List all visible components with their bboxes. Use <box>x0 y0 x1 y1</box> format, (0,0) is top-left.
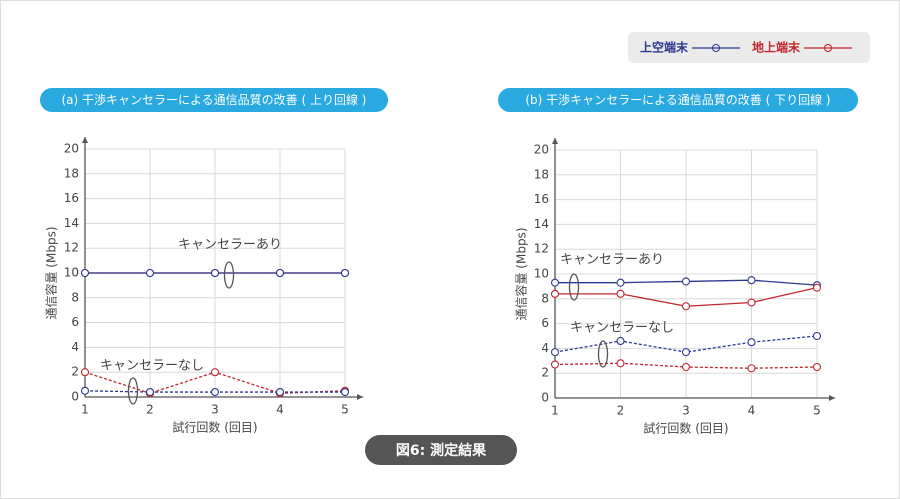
series-marker <box>210 268 220 278</box>
series-marker <box>275 387 285 397</box>
title-pill <box>40 88 388 112</box>
y-tick-label: 16 <box>64 191 79 205</box>
x-axis-label: 試行回数 (回目) <box>643 421 728 436</box>
y-tick-label: 12 <box>534 242 549 256</box>
y-axis-arrow <box>82 137 88 143</box>
y-tick-label: 10 <box>64 266 79 280</box>
series-marker <box>681 302 691 311</box>
y-tick-label: 6 <box>541 316 549 330</box>
y-tick-label: 4 <box>71 340 79 354</box>
series-marker <box>812 362 822 372</box>
series-marker <box>812 331 822 341</box>
y-tick-label: 18 <box>534 167 549 181</box>
series-marker <box>80 268 90 278</box>
series-marker <box>550 360 560 369</box>
y-tick-label: 18 <box>64 166 79 180</box>
title-pill <box>498 88 858 112</box>
annotation: キャンセラーなし <box>100 359 204 374</box>
y-tick-label: 20 <box>64 142 79 156</box>
y-tick-label: 6 <box>71 315 79 329</box>
series-marker <box>747 298 756 307</box>
series-marker <box>550 289 560 298</box>
y-tick-label: 20 <box>534 143 549 157</box>
series-marker <box>145 268 155 278</box>
series-marker <box>550 278 560 287</box>
series-marker <box>80 386 90 395</box>
x-tick-label: 3 <box>211 403 219 417</box>
y-tick-label: 14 <box>534 217 549 231</box>
series-marker <box>681 362 691 372</box>
series-marker <box>210 387 220 397</box>
series-marker <box>747 338 756 347</box>
series-marker <box>681 277 691 286</box>
annotation: キャンセラーあり <box>178 238 282 253</box>
y-tick-label: 8 <box>541 291 549 305</box>
x-tick-label: 5 <box>341 403 349 417</box>
series-marker <box>616 278 625 287</box>
x-axis-label: 試行回数 (回目) <box>172 420 257 435</box>
series-marker <box>145 387 155 397</box>
series-marker <box>747 276 756 285</box>
annotation-ellipse <box>568 273 580 301</box>
x-tick-label: 4 <box>748 404 756 418</box>
y-tick-label: 4 <box>541 341 549 355</box>
y-axis-arrow <box>552 138 558 144</box>
y-axis-label: 通信容量 (Mbps) <box>514 227 529 320</box>
chart-title: (a) 干渉キャンセラーによる通信品質の改善 ( 上り回線 ) <box>62 92 367 107</box>
caption-pill <box>365 435 517 465</box>
series-marker <box>747 364 756 373</box>
y-tick-label: 2 <box>71 365 79 379</box>
series-marker <box>275 268 285 278</box>
y-tick-label: 12 <box>64 241 79 255</box>
legend-marker <box>824 44 832 52</box>
legend-label: 地上端末 <box>752 40 801 55</box>
series-marker <box>340 387 350 397</box>
series-marker <box>550 348 560 357</box>
annotation: キャンセラーあり <box>560 253 664 268</box>
legend-marker <box>712 44 720 52</box>
y-tick-label: 8 <box>71 290 79 304</box>
annotation-ellipse <box>127 377 139 405</box>
series-marker <box>616 289 625 298</box>
x-tick-label: 1 <box>81 403 89 417</box>
x-tick-label: 1 <box>551 404 559 418</box>
annotation-ellipse <box>223 261 235 289</box>
series-marker <box>812 283 822 292</box>
y-tick-label: 10 <box>534 267 549 281</box>
y-tick-label: 0 <box>541 391 549 405</box>
caption: 図6: 測定結果 <box>396 442 487 459</box>
series-marker <box>80 368 90 377</box>
x-tick-label: 4 <box>276 403 284 417</box>
series-marker <box>681 348 691 357</box>
series-marker <box>616 336 625 346</box>
x-axis-arrow <box>829 395 835 401</box>
series-marker <box>210 368 220 377</box>
series-marker <box>616 359 625 368</box>
legend-label: 上空端末 <box>640 40 689 55</box>
x-tick-label: 2 <box>146 403 154 417</box>
y-tick-label: 0 <box>71 390 79 404</box>
x-axis-arrow <box>357 394 363 400</box>
annotation: キャンセラーなし <box>570 321 674 336</box>
y-tick-label: 16 <box>534 192 549 206</box>
x-tick-label: 3 <box>682 404 690 418</box>
legend-box <box>628 32 870 63</box>
y-axis-label: 通信容量 (Mbps) <box>44 226 59 319</box>
y-tick-label: 14 <box>64 216 79 230</box>
x-tick-label: 2 <box>617 404 625 418</box>
series-marker <box>340 268 350 278</box>
x-tick-label: 5 <box>813 404 821 418</box>
chart-title: (b) 干渉キャンセラーによる通信品質の改善 ( 下り回線 ) <box>525 92 830 107</box>
annotation-ellipse <box>597 340 609 368</box>
y-tick-label: 2 <box>541 366 549 380</box>
